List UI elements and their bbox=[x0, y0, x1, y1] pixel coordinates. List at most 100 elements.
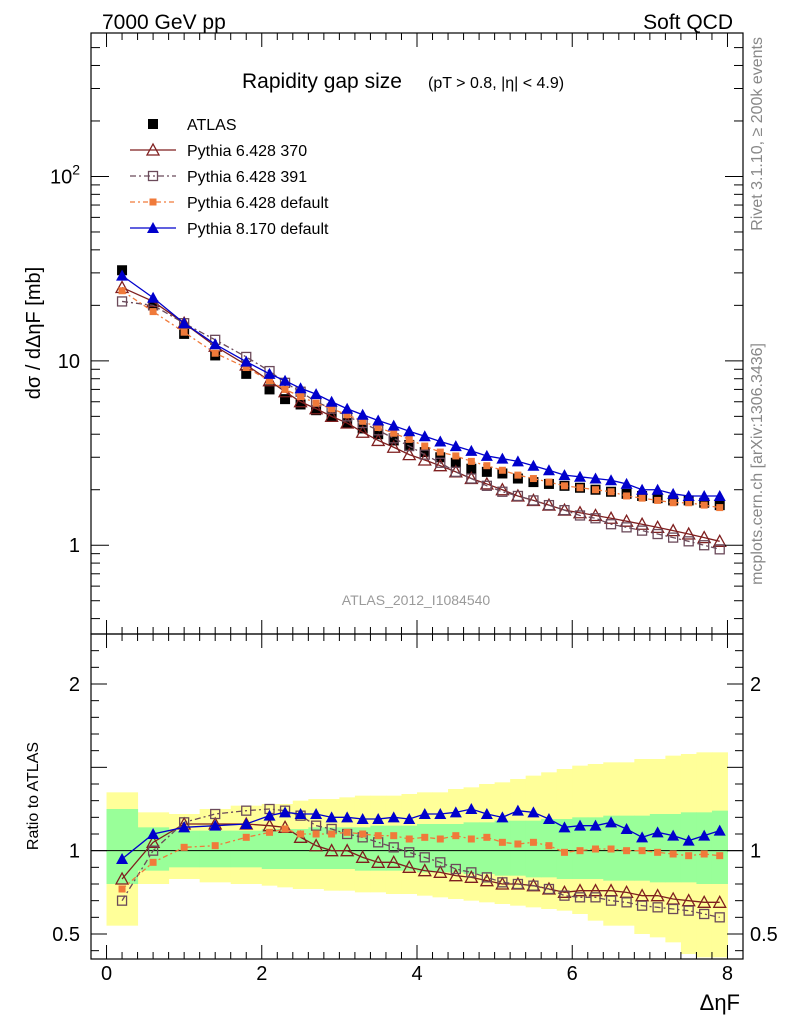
ratio-point bbox=[180, 843, 188, 851]
inner-band-bin bbox=[261, 829, 278, 869]
y-axis-title-top: dσ / dΔηF [mb] bbox=[23, 267, 45, 399]
inner-band-bin bbox=[525, 820, 542, 878]
ratio-point bbox=[309, 838, 324, 852]
ratio-y-tick-label-left: 2 bbox=[69, 674, 80, 696]
data-point bbox=[698, 489, 711, 501]
data-point bbox=[527, 459, 540, 471]
ratio-point bbox=[240, 818, 253, 829]
ratio-point bbox=[605, 816, 618, 828]
data-point bbox=[295, 399, 306, 410]
data-point bbox=[542, 464, 555, 476]
mcplots-reference-label: mcplots.cern.ch [arXiv:1306.3436] bbox=[749, 343, 766, 585]
main-panel: 1 10 102 Rapidity gap size (pT > 0.8, |η| … bbox=[23, 32, 744, 635]
data-point bbox=[667, 532, 679, 543]
ratio-point bbox=[683, 905, 694, 916]
y-axis-title-ratio: Ratio to ATLAS bbox=[25, 742, 42, 850]
data-point bbox=[266, 377, 274, 385]
ratio-point bbox=[636, 900, 648, 911]
ratio-point bbox=[390, 832, 398, 840]
ratio-point bbox=[713, 824, 726, 836]
ratio-point bbox=[697, 894, 712, 908]
ratio-point bbox=[341, 811, 354, 823]
data-point bbox=[374, 424, 382, 432]
ratio-y-tick-label-right: 0.5 bbox=[750, 924, 778, 946]
data-point bbox=[638, 494, 646, 502]
ratio-point bbox=[421, 833, 429, 841]
data-point bbox=[310, 388, 323, 400]
ratio-series-pythia-6-428-391 bbox=[116, 803, 725, 923]
data-point bbox=[529, 475, 537, 483]
data-point bbox=[419, 447, 430, 458]
data-point bbox=[651, 483, 664, 495]
data-point bbox=[433, 458, 448, 472]
data-point bbox=[496, 452, 509, 464]
data-point bbox=[452, 452, 460, 460]
ratio-point bbox=[310, 820, 322, 831]
ratio-point bbox=[588, 883, 603, 897]
ratio-point bbox=[388, 842, 399, 853]
legend-entry: ATLAS bbox=[148, 117, 237, 134]
legend-marker bbox=[147, 170, 159, 182]
ratio-series-pythia-6-428-default bbox=[118, 825, 724, 893]
series-line bbox=[121, 300, 720, 550]
energy-label: 7000 GeV pp bbox=[102, 11, 226, 34]
ratio-point bbox=[572, 883, 588, 897]
data-point bbox=[512, 490, 524, 502]
data-point bbox=[343, 411, 351, 419]
data-point bbox=[403, 425, 416, 437]
inner-band-bin bbox=[370, 825, 387, 871]
ratio-line bbox=[121, 823, 720, 903]
data-point bbox=[511, 455, 524, 467]
ratio-point bbox=[481, 872, 493, 883]
data-point bbox=[620, 477, 633, 489]
data-point bbox=[636, 483, 649, 495]
ratio-line bbox=[121, 808, 720, 918]
inner-band-bin bbox=[277, 829, 294, 869]
ratio-point bbox=[324, 843, 339, 857]
ratio-point bbox=[340, 843, 355, 857]
ratio-point bbox=[325, 811, 338, 823]
ratio-point bbox=[297, 830, 305, 838]
data-point bbox=[209, 338, 222, 350]
ratio-point bbox=[405, 835, 413, 843]
data-point bbox=[635, 516, 650, 530]
ratio-point bbox=[147, 845, 159, 856]
ratio-point bbox=[116, 895, 128, 906]
y-tick-label: 10 bbox=[58, 351, 80, 373]
ratio-point bbox=[266, 828, 274, 836]
data-point bbox=[263, 367, 276, 379]
ratio-point bbox=[700, 850, 708, 858]
uncertainty-bands bbox=[106, 752, 728, 958]
plot-subtitle: (pT > 0.8, |η| < 4.9) bbox=[428, 75, 564, 92]
data-point bbox=[623, 492, 631, 500]
data-point bbox=[466, 473, 477, 484]
ratio-point bbox=[312, 830, 320, 838]
data-point bbox=[683, 536, 694, 547]
inner-band-bin bbox=[494, 820, 511, 876]
data-point bbox=[528, 495, 539, 506]
x-tick-label: 4 bbox=[411, 963, 422, 985]
ratio-point bbox=[372, 813, 385, 824]
data-point bbox=[543, 499, 555, 511]
data-point bbox=[589, 472, 602, 484]
data-point bbox=[619, 513, 634, 527]
ratio-point bbox=[699, 908, 710, 920]
ratio-point bbox=[698, 829, 711, 841]
inner-band-bin bbox=[463, 822, 480, 874]
legend-label: Pythia 6.428 default bbox=[187, 195, 329, 212]
ratio-point bbox=[483, 833, 491, 841]
ratio-point bbox=[636, 831, 649, 843]
data-point bbox=[421, 442, 429, 450]
ratio-point bbox=[527, 806, 540, 818]
data-point bbox=[297, 393, 305, 401]
data-point bbox=[514, 471, 522, 479]
ratio-point bbox=[355, 849, 370, 863]
data-point bbox=[621, 522, 632, 533]
ratio-point bbox=[623, 847, 631, 855]
data-point bbox=[387, 419, 400, 431]
ratio-point bbox=[542, 813, 555, 824]
inner-band-bin bbox=[696, 812, 713, 884]
ratio-point bbox=[433, 864, 448, 878]
ratio-point bbox=[403, 813, 416, 824]
